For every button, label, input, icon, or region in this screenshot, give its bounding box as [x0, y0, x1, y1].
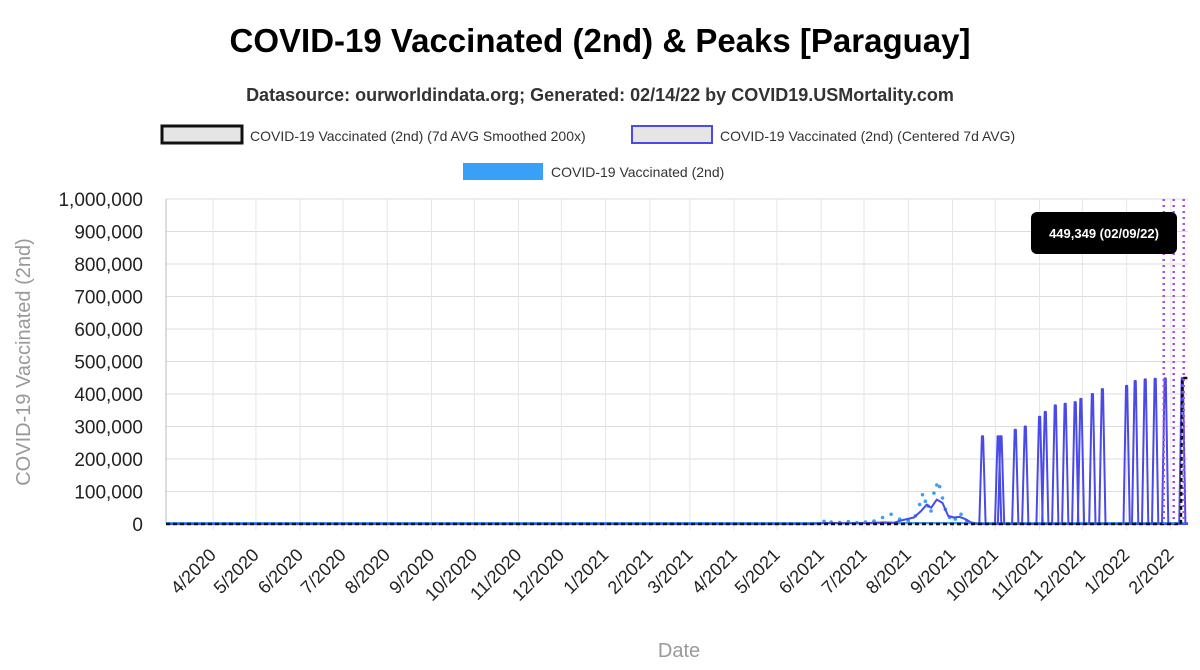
centered-avg-spike	[1098, 388, 1107, 525]
y-tick-label: 200,000	[74, 450, 143, 471]
centered-avg-spike	[1051, 404, 1060, 525]
legend-swatch-daily[interactable]	[463, 163, 543, 180]
x-tick-label: 5/2021	[731, 545, 784, 598]
y-tick-label: 800,000	[74, 255, 143, 276]
centered-avg-spike	[1122, 384, 1131, 525]
x-tick-label: 6/2020	[254, 545, 307, 598]
x-tick-label: 8/2021	[862, 545, 915, 598]
centered-avg-spike	[1071, 401, 1080, 525]
y-tick-label: 100,000	[74, 483, 143, 504]
series-centered-avg	[166, 377, 1188, 525]
legend-swatch-centered[interactable]	[631, 125, 713, 144]
y-tick-label: 1,000,000	[58, 190, 143, 211]
y-tick-label: 500,000	[74, 353, 143, 374]
y-tick-label: 300,000	[74, 418, 143, 439]
daily-point	[959, 512, 963, 517]
daily-point	[932, 491, 936, 495]
daily-point	[940, 496, 945, 500]
y-tick-label: 400,000	[74, 385, 143, 406]
centered-avg-spike	[1088, 393, 1097, 525]
chart-title: COVID-19 Vaccinated (2nd) & Peaks [Parag…	[229, 22, 971, 59]
x-tick-label: 7/2020	[297, 545, 350, 598]
y-axis: 0 100,000 200,000 300,000 400,000 500,000 600,…	[58, 190, 143, 536]
daily-point	[929, 509, 933, 513]
x-tick-label: 6/2021	[775, 545, 828, 598]
legend[interactable]: COVID-19 Vaccinated (2nd) (7d AVG Smooth…	[160, 124, 1015, 180]
x-tick-label: 4/2020	[167, 545, 220, 598]
x-axis-title: Date	[658, 640, 700, 662]
x-tick-label: 1/2022	[1080, 545, 1133, 598]
daily-point	[934, 483, 939, 487]
legend-label-centered[interactable]: COVID-19 Vaccinated (2nd) (Centered 7d A…	[720, 128, 1015, 144]
x-axis: 4/20205/20206/20207/20208/20209/202010/2…	[167, 545, 1178, 605]
daily-point	[920, 492, 925, 497]
x-tick-label: 8/2020	[341, 545, 394, 598]
chart-subtitle: Datasource: ourworldindata.org; Generate…	[246, 85, 954, 105]
daily-point	[917, 502, 922, 507]
centered-avg-spike	[1151, 377, 1160, 525]
y-tick-label: 700,000	[74, 288, 143, 309]
daily-point	[937, 484, 942, 489]
y-tick-label: 0	[132, 515, 143, 536]
x-tick-label: 3/2021	[644, 545, 697, 598]
x-tick-label: 5/2020	[210, 545, 263, 598]
centered-avg-spike	[1131, 380, 1140, 525]
centered-avg-spike	[1076, 397, 1086, 525]
centered-avg-line	[166, 498, 977, 525]
x-tick-label: 1/2021	[559, 545, 612, 598]
y-axis-title: COVID-19 Vaccinated (2nd)	[13, 238, 35, 486]
daily-point	[880, 515, 885, 520]
y-tick-label: 600,000	[74, 320, 143, 341]
y-tick-label: 900,000	[74, 223, 143, 244]
daily-point	[923, 499, 928, 504]
tooltip-text: 449,349 (02/09/22)	[1049, 226, 1159, 241]
series-daily-dots	[166, 483, 1188, 525]
legend-label-smoothed[interactable]: COVID-19 Vaccinated (2nd) (7d AVG Smooth…	[250, 128, 586, 144]
centered-avg-spike	[1035, 415, 1044, 525]
legend-label-daily[interactable]: COVID-19 Vaccinated (2nd)	[551, 164, 724, 180]
x-tick-label: 7/2021	[818, 545, 871, 598]
centered-avg-spike	[1061, 402, 1070, 525]
x-tick-label: 2/2022	[1125, 545, 1178, 598]
daily-point	[889, 512, 893, 517]
centered-avg-spike	[996, 435, 1006, 525]
centered-avg-spike	[1141, 378, 1150, 525]
centered-avg-spike	[1021, 425, 1030, 525]
tooltip-box	[1031, 212, 1177, 254]
x-tick-label: 4/2021	[688, 545, 741, 598]
centered-avg-spike	[1011, 428, 1020, 525]
tooltip: 449,349 (02/09/22)	[1031, 212, 1177, 254]
smoothed-line	[166, 376, 1188, 526]
legend-swatch-smoothed[interactable]	[160, 124, 244, 145]
centered-avg-spike	[978, 435, 987, 525]
centered-avg-spike	[1041, 410, 1050, 525]
series-smoothed	[166, 376, 1188, 526]
